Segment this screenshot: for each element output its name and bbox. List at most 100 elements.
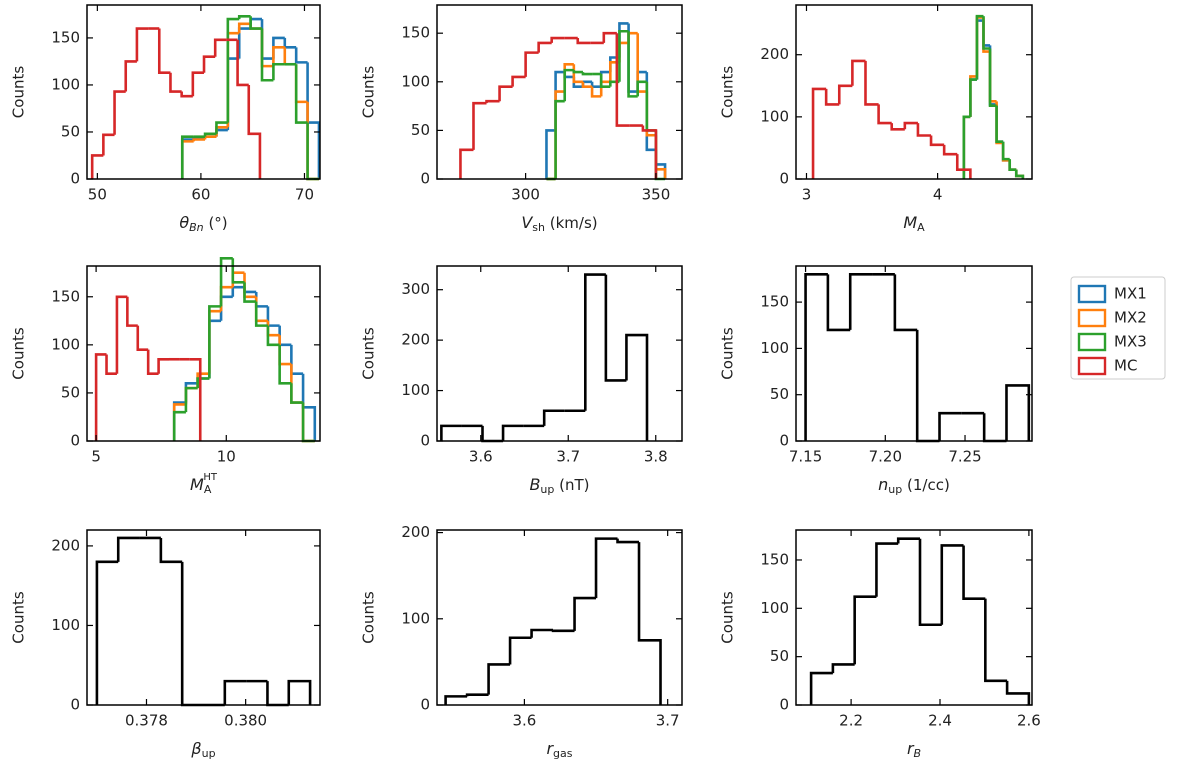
y-tick-label: 0	[70, 432, 80, 450]
y-tick-label: 200	[401, 331, 430, 349]
histogram-bin	[576, 38, 591, 45]
histogram-bin	[219, 285, 233, 312]
histogram-bin	[809, 671, 833, 705]
y-tick-label: 150	[760, 293, 789, 311]
x-tick-label: 350	[642, 186, 671, 204]
x-tick-label: 10	[217, 448, 236, 466]
x-tick-label: 60	[191, 186, 210, 204]
x-tick-label: 3.6	[469, 448, 493, 466]
histogram-bin	[942, 144, 958, 156]
x-tick-label: 3	[802, 186, 812, 204]
histogram-bin	[641, 125, 658, 179]
histogram-bin	[444, 695, 468, 705]
legend-label: MC	[1114, 357, 1137, 375]
histogram-bin	[223, 679, 247, 705]
histogram-bin	[189, 357, 202, 441]
histogram-bin	[645, 72, 656, 152]
histogram-bin	[116, 536, 140, 562]
histogram-bin	[283, 47, 297, 66]
histogram-bin	[180, 138, 194, 179]
histogram-bin	[180, 140, 194, 179]
y-tick-label: 0	[70, 696, 80, 714]
x-axis-label: Bup (nT)	[529, 475, 589, 497]
x-tick-label: 2.6	[1017, 712, 1041, 730]
histogram-bin	[192, 138, 206, 142]
x-tick-label: 4	[933, 186, 943, 204]
histogram-bin	[563, 68, 574, 102]
histogram-bin	[247, 84, 262, 179]
label-symbol: V	[521, 213, 533, 232]
histogram-bin	[1008, 159, 1017, 171]
histogram-bin	[146, 349, 159, 375]
x-tick-label: 50	[88, 186, 107, 204]
histogram-bin	[184, 386, 198, 405]
label-subscript: B	[914, 747, 922, 760]
x-tick-label: 2.2	[839, 712, 863, 730]
histogram-bin	[938, 411, 962, 441]
plot-frame	[86, 4, 321, 180]
histogram-bin	[831, 663, 855, 674]
histogram-bin	[554, 90, 565, 179]
histogram-bin	[272, 62, 285, 81]
y-tick-label: 0	[779, 170, 789, 188]
histogram-bin	[853, 595, 877, 665]
histogram-bin	[584, 273, 606, 411]
histogram-bin	[294, 47, 308, 64]
histogram-bin	[254, 301, 268, 327]
histogram-bin	[537, 41, 552, 53]
y-tick-label: 100	[401, 609, 430, 627]
histogram-bin	[645, 81, 656, 132]
histogram-bin	[929, 135, 945, 147]
histogram-bin	[135, 27, 149, 62]
histogram-bin	[955, 154, 972, 179]
label-symbol: M	[190, 475, 204, 494]
histogram-bin	[243, 287, 257, 294]
histogram-bin	[254, 296, 268, 323]
histogram-bin	[159, 537, 183, 564]
label-symbol: B	[529, 475, 540, 494]
y-axis-label: Counts	[360, 591, 378, 644]
y-tick-label: 50	[61, 122, 80, 140]
histogram-bin	[266, 320, 280, 337]
label-symbol: r	[546, 739, 554, 758]
label-suffix: (km/s)	[545, 214, 598, 232]
y-tick-label: 150	[51, 28, 80, 46]
histogram-bin	[550, 36, 565, 43]
histogram-bin	[604, 274, 627, 382]
histogram-bin	[172, 410, 186, 441]
y-axis-label: Counts	[360, 66, 378, 119]
histogram-bin	[203, 135, 217, 140]
y-tick-label: 0	[420, 432, 430, 450]
y-tick-label: 300	[401, 280, 430, 298]
histogram-bin	[287, 679, 312, 705]
y-tick-label: 50	[770, 385, 789, 403]
plot-frame	[795, 4, 1033, 180]
histogram-bin	[572, 70, 583, 74]
histogram-bin	[124, 60, 137, 92]
y-tick-label: 200	[760, 45, 789, 63]
y-tick-label: 50	[411, 121, 430, 139]
histogram-bin	[654, 130, 666, 181]
plot-frame	[795, 265, 1033, 442]
histogram-bin	[266, 681, 289, 707]
histogram-bin	[208, 305, 222, 379]
histogram-bin	[618, 22, 629, 58]
histogram-bin	[219, 295, 233, 321]
label-symbol: r	[907, 739, 915, 758]
y-axis-label: Counts	[10, 591, 28, 644]
histogram-bin	[115, 295, 128, 374]
histogram-bin	[875, 542, 899, 597]
histogram-bin	[545, 129, 556, 179]
panel: 50 60 70 0 50 100 150 Counts θBn (°)	[10, 4, 321, 234]
x-tick-label: 5	[91, 448, 101, 466]
histogram-bin	[915, 329, 940, 443]
histogram-bin	[530, 628, 554, 638]
y-axis-label: Counts	[360, 327, 378, 380]
y-tick-label: 200	[401, 523, 430, 541]
histogram-bin	[266, 325, 280, 347]
x-tick-label: 7.20	[869, 448, 902, 466]
x-tick-label: 70	[295, 186, 314, 204]
y-tick-label: 100	[51, 616, 80, 634]
histogram-bin	[1001, 141, 1010, 161]
histogram-bin	[215, 121, 228, 134]
